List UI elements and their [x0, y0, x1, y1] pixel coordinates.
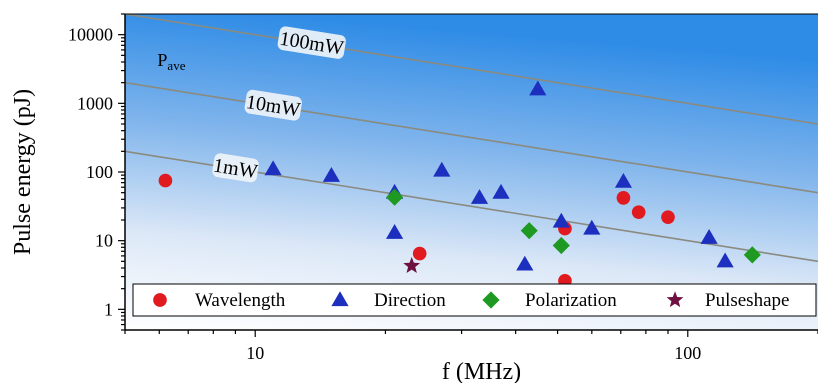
- point-direction-11: [614, 173, 632, 188]
- data-points-group: [158, 80, 761, 288]
- point-direction-1: [322, 167, 340, 182]
- point-pulseshape-0: [403, 257, 421, 273]
- y-tick-label: 1000: [77, 93, 113, 113]
- point-direction-6: [492, 183, 510, 199]
- x-tick-label: 10: [246, 343, 264, 363]
- legend: Wavelength Direction Polarization Pulseshap…: [132, 283, 817, 317]
- point-direction-0: [264, 160, 282, 176]
- y-axis-ticks: 1 10 100 1000 10000: [68, 13, 125, 331]
- point-wavelength-6: [661, 210, 675, 224]
- x-axis-ticks: 10 100: [124, 330, 818, 363]
- legend-marker-polarization: [482, 291, 500, 309]
- power-line-100mW: [125, 14, 818, 125]
- point-direction-9: [552, 212, 570, 228]
- power-label-bg: [244, 89, 302, 121]
- y-tick-label: 10: [95, 231, 113, 251]
- power-label-bg: [277, 26, 346, 59]
- legend-marker-direction: [331, 291, 349, 307]
- point-direction-4: [433, 161, 451, 177]
- point-polarization-3: [743, 246, 761, 264]
- point-polarization-1: [520, 222, 538, 240]
- point-direction-7: [516, 255, 534, 271]
- power-average-subscript: ave: [167, 58, 185, 73]
- point-wavelength-4: [616, 191, 631, 205]
- point-wavelength-1: [412, 246, 427, 261]
- legend-marker-wavelength: [153, 293, 167, 307]
- y-tick-label: 1: [104, 299, 113, 319]
- y-axis-title: Pulse energy (pJ): [10, 89, 36, 255]
- legend-box: [132, 283, 817, 317]
- y-tick-label: 100: [86, 162, 113, 182]
- power-average-symbol: P: [157, 50, 167, 70]
- point-polarization-0: [386, 188, 404, 206]
- x-axis-title: f (MHz): [442, 359, 521, 383]
- x-tick-label: 100: [674, 343, 701, 363]
- legend-label-pulseshape: Pulseshape: [705, 290, 789, 311]
- power-label-bg: [212, 153, 259, 183]
- legend-label-polarization: Polarization: [525, 290, 617, 311]
- legend-label-wavelength: Wavelength: [195, 290, 286, 311]
- power-average-label: Pave: [157, 50, 185, 73]
- power-line-label-100mW: 100mW: [277, 26, 346, 60]
- point-direction-8: [529, 80, 547, 96]
- point-direction-12: [700, 229, 718, 244]
- point-direction-3: [386, 224, 404, 239]
- power-line-10mW: [125, 81, 818, 194]
- y-tick-label: 10000: [68, 25, 113, 45]
- point-polarization-2: [552, 236, 570, 255]
- point-direction-5: [470, 189, 489, 204]
- legend-label-direction: Direction: [374, 290, 446, 311]
- point-wavelength-5: [631, 205, 646, 219]
- point-direction-10: [583, 219, 601, 235]
- point-direction-13: [716, 252, 734, 268]
- point-wavelength-0: [158, 173, 173, 188]
- legend-marker-pulseshape: [666, 291, 684, 308]
